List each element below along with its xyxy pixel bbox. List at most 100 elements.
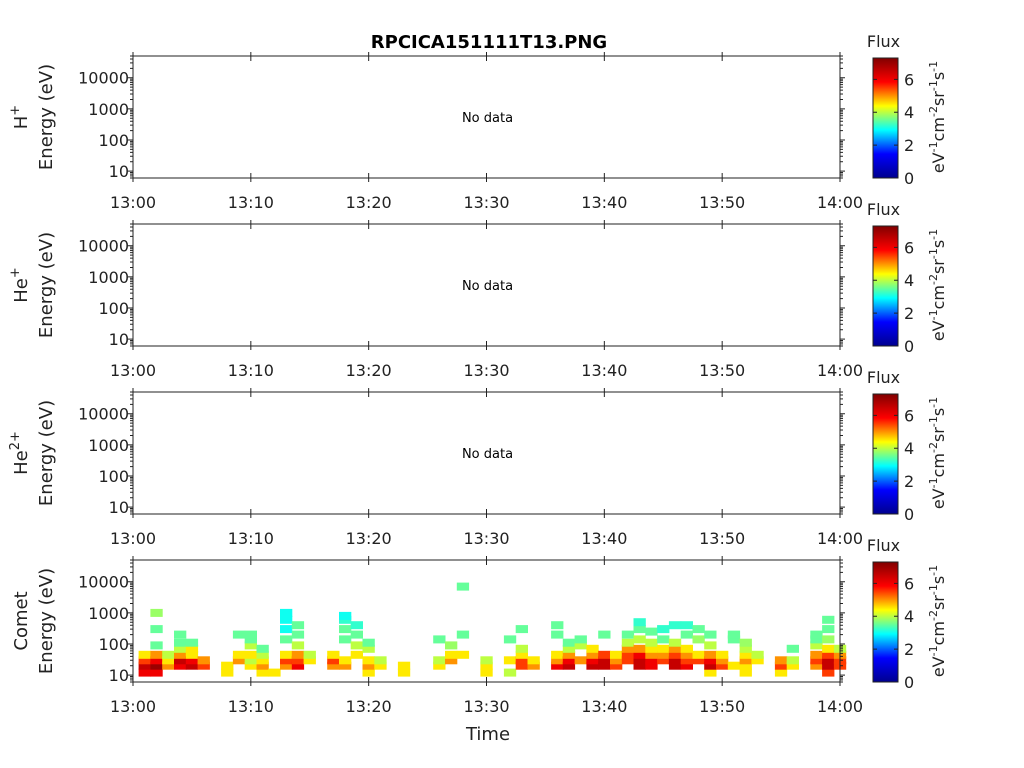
heatmap-cell <box>704 630 717 639</box>
heatmap-cell <box>374 661 387 670</box>
heatmap-cell <box>291 630 305 639</box>
colorbar-title: Flux <box>867 536 900 555</box>
heatmap-cell <box>503 635 517 644</box>
heatmap-cell <box>162 661 175 670</box>
heatmap-cell <box>668 638 682 647</box>
heatmap-cell <box>445 641 458 650</box>
x-tick-label: 13:40 <box>581 697 627 716</box>
colorbar-tick-label: 4 <box>904 439 914 458</box>
heatmap-cell <box>810 635 823 644</box>
heatmap-cell <box>339 635 352 644</box>
heatmap-cell <box>598 656 611 665</box>
heatmap-cell <box>704 668 717 677</box>
heatmap-cell <box>456 630 470 639</box>
heatmap-cell <box>668 621 682 630</box>
x-tick-label: 13:30 <box>463 193 509 212</box>
heatmap-cell <box>633 644 646 653</box>
colorbar-tick-label: 0 <box>904 337 914 356</box>
no-data-note: No data <box>462 111 513 126</box>
heatmap-cell <box>586 644 599 653</box>
heatmap-cell <box>633 661 646 670</box>
x-tick-label: 13:50 <box>699 361 745 380</box>
heatmap-cell <box>633 650 646 659</box>
heatmap-cell <box>515 625 528 634</box>
heatmap-cell <box>822 650 835 659</box>
heatmap-cell <box>291 641 305 650</box>
heatmap-cell <box>739 650 752 659</box>
colorbar-tick-label: 2 <box>904 472 914 491</box>
heatmap-cell <box>786 661 799 670</box>
heatmap-cell <box>704 650 717 659</box>
heatmap-cell <box>751 656 764 665</box>
heatmap-cell <box>610 661 623 670</box>
heatmap-cell <box>397 668 411 677</box>
heatmap-cell <box>668 644 682 653</box>
heatmap-cell <box>503 656 517 665</box>
heatmap-cell <box>586 650 599 659</box>
heatmap-cell <box>291 661 305 670</box>
heatmap-cell <box>551 656 564 665</box>
heatmap-cell <box>562 650 576 659</box>
heatmap-cell <box>150 625 163 634</box>
heatmap-cell <box>645 638 658 647</box>
heatmap-cell <box>327 661 340 670</box>
heatmap-cell <box>303 650 316 659</box>
heatmap-cell <box>374 656 387 665</box>
heatmap-cell <box>810 650 823 659</box>
heatmap-cell <box>751 650 764 659</box>
heatmap-cell <box>397 661 411 670</box>
heatmap-cell <box>774 656 788 665</box>
heatmap-cell <box>291 621 305 630</box>
colorbar-tick-label: 6 <box>904 406 914 425</box>
species-label: H+ <box>8 105 32 129</box>
colorbar-title: Flux <box>867 368 900 387</box>
no-data-note: No data <box>462 279 513 294</box>
heatmap-cell <box>232 650 246 659</box>
heatmap-cell <box>456 582 470 591</box>
heatmap-cell <box>692 650 705 659</box>
heatmap-cell <box>657 650 670 659</box>
heatmap-cell <box>680 650 693 659</box>
heatmap-cell <box>280 661 293 670</box>
heatmap-cell <box>739 638 752 647</box>
heatmap-cell <box>138 656 151 665</box>
heatmap-cell <box>668 656 682 665</box>
heatmap-cell <box>657 644 670 653</box>
x-tick-label: 13:20 <box>346 361 392 380</box>
panel-comet: 13:00 13:10 13:20 13:30 13:40 13:50 14:00 10 100… <box>11 536 948 716</box>
x-tick-label: 13:50 <box>699 193 745 212</box>
heatmap-cell <box>256 656 269 665</box>
x-tick-label: 14:00 <box>817 697 863 716</box>
heatmap-cell <box>433 635 446 644</box>
heatmap-cell <box>727 635 741 644</box>
heatmap-cell <box>680 656 693 665</box>
plot-area <box>133 56 840 178</box>
heatmap-cell <box>185 644 199 653</box>
y-axis-label: Energy (eV) <box>36 64 57 170</box>
heatmap-cell <box>716 650 729 659</box>
y-axis-label: Energy (eV) <box>36 232 57 338</box>
heatmap-cell <box>645 650 658 659</box>
heatmap-cell <box>244 656 257 665</box>
heatmap-cell <box>327 656 340 665</box>
heatmap-cell <box>562 656 576 665</box>
heatmap-cell <box>362 656 375 665</box>
heatmap-cell <box>150 608 163 617</box>
heatmap-cell <box>598 650 611 659</box>
heatmap-cell <box>244 630 257 639</box>
heatmap-cell <box>727 661 741 670</box>
heatmap-cell <box>822 635 835 644</box>
heatmap-cell <box>621 644 635 653</box>
heatmap-cell <box>739 656 752 665</box>
heatmap-cell <box>515 644 528 653</box>
heatmap-cell <box>362 661 375 670</box>
colorbar-tick-label: 2 <box>904 304 914 323</box>
heatmap-cell <box>185 638 199 647</box>
heatmap-cell <box>221 661 234 670</box>
colorbar <box>872 561 899 683</box>
y-tick-label: 100 <box>98 131 129 150</box>
heatmap-cell <box>810 656 823 665</box>
heatmap-cell <box>610 650 623 659</box>
heatmap-cell <box>810 630 823 639</box>
